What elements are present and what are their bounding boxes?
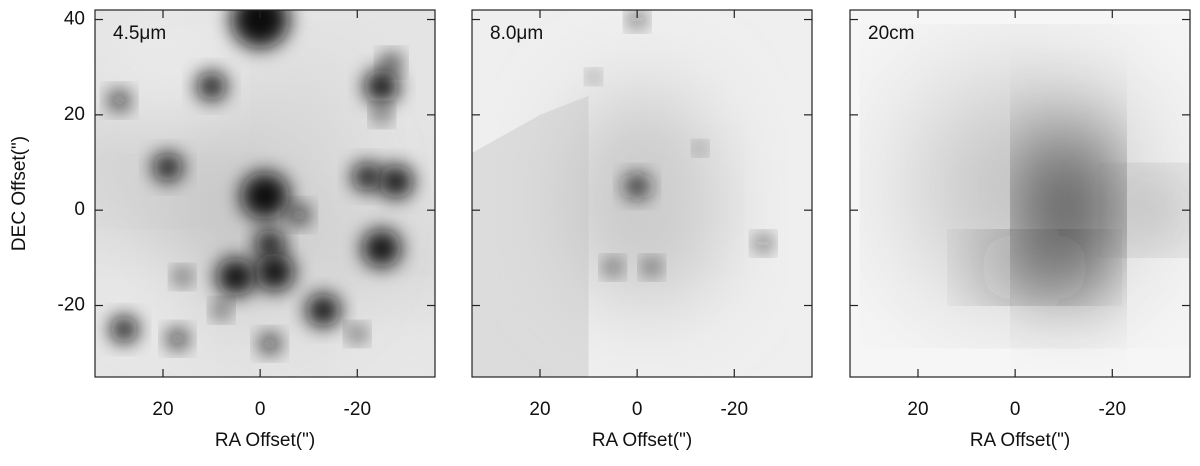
source xyxy=(379,164,414,199)
panel-frame xyxy=(849,9,1191,378)
source xyxy=(260,334,280,354)
source xyxy=(350,326,365,342)
source xyxy=(374,107,389,123)
x-tick-label: 0 xyxy=(632,399,643,420)
source xyxy=(289,205,309,225)
x-tick-label: 0 xyxy=(1010,399,1021,420)
source xyxy=(756,236,771,251)
y-axis-label: DEC Offset(") xyxy=(9,136,30,251)
source xyxy=(175,269,190,285)
source xyxy=(231,10,290,49)
source xyxy=(588,71,599,82)
source xyxy=(362,229,401,268)
source xyxy=(644,260,659,275)
x-tick-label: 20 xyxy=(152,399,173,420)
source xyxy=(255,229,285,258)
image-panel xyxy=(472,10,812,377)
source xyxy=(216,257,256,296)
y-tick-label: 0 xyxy=(74,199,85,220)
source xyxy=(382,53,401,72)
x-tick-label: -20 xyxy=(1099,399,1126,420)
x-axis-label: RA Offset(") xyxy=(215,430,315,451)
x-axis-label: RA Offset(") xyxy=(970,430,1070,451)
panel-label: 4.5μm xyxy=(113,23,166,44)
source xyxy=(110,315,138,343)
x-tick-label: 0 xyxy=(255,399,266,420)
y-tick-label: -20 xyxy=(58,295,85,316)
image-panel xyxy=(95,10,435,377)
image-content xyxy=(472,12,771,377)
source xyxy=(255,253,295,292)
image-content xyxy=(95,10,435,377)
nebula xyxy=(119,24,207,111)
x-axis-label: RA Offset(") xyxy=(592,430,692,451)
source xyxy=(629,12,645,27)
source xyxy=(153,152,183,182)
source xyxy=(240,172,290,220)
source xyxy=(364,69,399,103)
panel-label: 8.0μm xyxy=(490,23,543,44)
panel-frame xyxy=(471,9,813,378)
nebula xyxy=(367,315,435,377)
source xyxy=(352,162,382,192)
source xyxy=(306,293,341,327)
nebula xyxy=(260,67,358,163)
image-content xyxy=(942,105,1186,292)
x-tick-label: -20 xyxy=(344,399,371,420)
diffuse-region xyxy=(472,95,589,377)
x-tick-label: 20 xyxy=(907,399,928,420)
y-tick-label: 40 xyxy=(64,9,85,30)
shell-core xyxy=(627,162,706,239)
panel-label: 20cm xyxy=(868,23,914,44)
x-tick-label: -20 xyxy=(721,399,748,420)
emission-blob xyxy=(1126,186,1186,235)
y-tick-label: 20 xyxy=(64,104,85,125)
emission-tail xyxy=(990,248,1079,287)
source xyxy=(109,91,129,111)
source xyxy=(167,329,188,349)
source xyxy=(695,143,706,153)
source xyxy=(605,260,621,275)
source xyxy=(214,303,229,318)
x-tick-label: 20 xyxy=(529,399,550,420)
panel-frame xyxy=(94,9,436,378)
image-panel xyxy=(850,10,1190,377)
source xyxy=(197,71,227,101)
source xyxy=(625,174,650,199)
